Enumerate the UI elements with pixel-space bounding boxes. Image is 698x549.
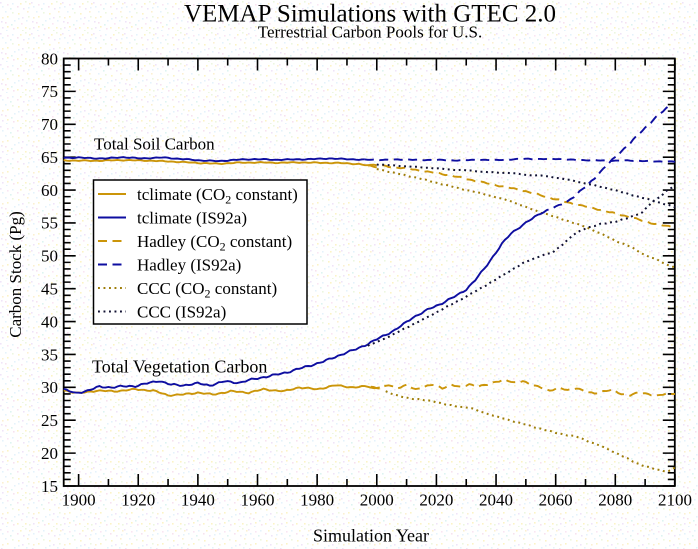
svg-text:tclimate (IS92a): tclimate (IS92a)	[137, 208, 247, 227]
svg-text:25: 25	[41, 411, 58, 430]
svg-text:Simulation Year: Simulation Year	[313, 526, 429, 546]
svg-text:45: 45	[41, 279, 58, 298]
svg-text:1940: 1940	[181, 491, 215, 510]
svg-text:Total Soil Carbon: Total Soil Carbon	[94, 135, 215, 154]
svg-text:1960: 1960	[241, 491, 275, 510]
svg-text:Terrestrial Carbon Pools for U: Terrestrial Carbon Pools for U.S.	[258, 23, 483, 42]
svg-text:tclimate (CO2 constant): tclimate (CO2 constant)	[137, 185, 298, 207]
svg-text:70: 70	[41, 115, 58, 134]
svg-text:Hadley (CO2 constant): Hadley (CO2 constant)	[137, 232, 292, 254]
svg-text:CCC (CO2 constant): CCC (CO2 constant)	[137, 279, 277, 301]
svg-text:80: 80	[41, 49, 58, 68]
svg-text:Total Vegetation Carbon: Total Vegetation Carbon	[92, 357, 267, 377]
svg-text:Carbon Stock (Pg): Carbon Stock (Pg)	[6, 211, 25, 338]
svg-text:2040: 2040	[479, 491, 513, 510]
svg-text:55: 55	[41, 214, 58, 233]
svg-text:CCC (IS92a): CCC (IS92a)	[137, 302, 226, 321]
svg-text:20: 20	[41, 444, 58, 463]
svg-text:15: 15	[41, 477, 58, 496]
svg-text:2100: 2100	[658, 491, 692, 510]
svg-text:30: 30	[41, 378, 58, 397]
svg-text:65: 65	[41, 148, 58, 167]
svg-text:1980: 1980	[300, 491, 334, 510]
svg-text:2020: 2020	[419, 491, 453, 510]
svg-text:2000: 2000	[360, 491, 394, 510]
svg-text:1920: 1920	[121, 491, 155, 510]
svg-text:50: 50	[41, 247, 58, 266]
svg-text:40: 40	[41, 312, 58, 331]
svg-text:2060: 2060	[539, 491, 573, 510]
svg-text:Hadley (IS92a): Hadley (IS92a)	[137, 255, 241, 274]
svg-text:75: 75	[41, 82, 58, 101]
svg-text:1900: 1900	[62, 491, 96, 510]
svg-text:35: 35	[41, 345, 58, 364]
svg-text:VEMAP Simulations with GTEC 2.: VEMAP Simulations with GTEC 2.0	[184, 1, 556, 28]
svg-text:2080: 2080	[598, 491, 632, 510]
svg-text:60: 60	[41, 181, 58, 200]
